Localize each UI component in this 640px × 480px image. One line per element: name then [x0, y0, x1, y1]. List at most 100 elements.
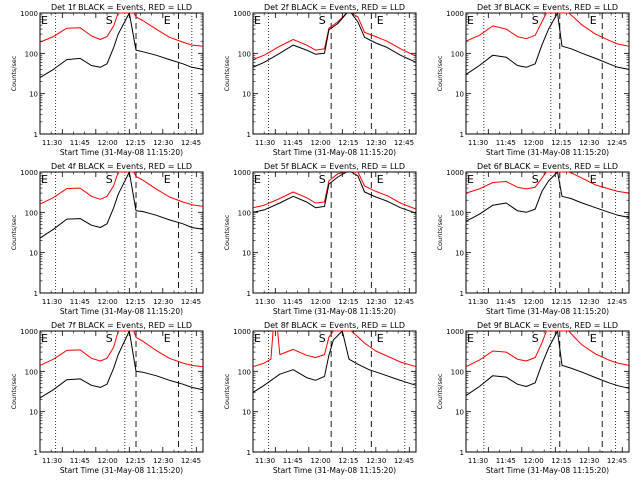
- series-line-red-lld: [465, 171, 630, 194]
- marker-label: E: [377, 173, 384, 186]
- x-tick-label: 12:30: [366, 457, 386, 465]
- x-tick-label: 11:45: [496, 298, 516, 306]
- y-tick-label: 1000: [446, 10, 464, 18]
- series-line-black-events: [465, 12, 630, 75]
- x-tick-label: 11:30: [42, 139, 62, 147]
- x-tick-label: 11:30: [255, 457, 275, 465]
- y-tick-label: 1000: [446, 328, 464, 336]
- x-tick-label: 12:45: [607, 139, 627, 147]
- marker-label: S: [319, 14, 326, 27]
- chart-title: Det 6f BLACK = Events, RED = LLD: [477, 162, 618, 171]
- x-tick-label: 11:45: [70, 457, 90, 465]
- x-tick-label: 12:30: [366, 139, 386, 147]
- marker-label: E: [41, 332, 48, 345]
- y-tick-label: 1: [34, 449, 38, 457]
- series-line-black-events: [39, 330, 204, 399]
- y-tick-label: 1000: [233, 169, 251, 177]
- marker-label: E: [164, 14, 171, 27]
- y-axis-label: Counts/sec: [10, 214, 18, 250]
- marker-label: E: [467, 173, 474, 186]
- marker-label: E: [254, 173, 261, 186]
- marker-label: E: [377, 332, 384, 345]
- x-tick-label: 11:30: [468, 139, 488, 147]
- y-tick-label: 1: [460, 131, 464, 139]
- y-axis-label: Counts/sec: [10, 55, 18, 91]
- y-tick-label: 1000: [20, 10, 38, 18]
- x-tick-label: 12:45: [181, 457, 201, 465]
- y-tick-label: 100: [238, 209, 251, 217]
- x-tick-label: 12:00: [311, 298, 331, 306]
- series-line-black-events: [252, 330, 417, 393]
- x-tick-label: 12:30: [153, 457, 173, 465]
- y-tick-label: 100: [238, 50, 251, 58]
- marker-label: E: [467, 14, 474, 27]
- y-tick-label: 1000: [20, 328, 38, 336]
- marker-label: S: [106, 14, 113, 27]
- x-tick-label: 11:30: [255, 298, 275, 306]
- series-line-red-lld: [252, 330, 417, 368]
- marker-label: S: [106, 332, 113, 345]
- y-tick-label: 1: [460, 449, 464, 457]
- x-tick-label: 12:15: [551, 139, 571, 147]
- marker-label: E: [164, 173, 171, 186]
- x-tick-label: 11:45: [283, 298, 303, 306]
- y-axis-label: Counts/sec: [436, 55, 444, 91]
- chart-title: Det 4f BLACK = Events, RED = LLD: [51, 162, 192, 171]
- x-tick-label: 12:30: [366, 298, 386, 306]
- chart-title: Det 3f BLACK = Events, RED = LLD: [477, 3, 618, 12]
- marker-label: E: [590, 332, 597, 345]
- x-tick-label: 12:45: [394, 457, 414, 465]
- x-axis-label: Start Time (31-May-08 11:15:20): [486, 148, 609, 157]
- x-tick-label: 12:15: [338, 457, 358, 465]
- x-tick-label: 12:15: [125, 457, 145, 465]
- y-tick-label: 100: [25, 50, 38, 58]
- series-line-black-events: [465, 330, 630, 397]
- y-tick-label: 1: [34, 290, 38, 298]
- chart-title: Det 7f BLACK = Events, RED = LLD: [51, 321, 192, 330]
- x-tick-label: 11:30: [42, 298, 62, 306]
- x-tick-label: 12:00: [524, 457, 544, 465]
- x-tick-label: 11:45: [283, 139, 303, 147]
- chart-title: Det 1f BLACK = Events, RED = LLD: [51, 3, 192, 12]
- x-tick-label: 12:00: [524, 139, 544, 147]
- x-tick-label: 12:15: [338, 139, 358, 147]
- x-tick-label: 12:00: [98, 457, 118, 465]
- y-tick-label: 100: [451, 368, 464, 376]
- marker-label: E: [41, 173, 48, 186]
- y-tick-label: 1: [460, 290, 464, 298]
- y-tick-label: 10: [242, 409, 251, 417]
- marker-label: S: [532, 14, 539, 27]
- y-tick-label: 10: [455, 409, 464, 417]
- marker-label: S: [106, 173, 113, 186]
- x-tick-label: 12:45: [607, 457, 627, 465]
- x-tick-label: 12:45: [607, 298, 627, 306]
- y-tick-label: 10: [29, 250, 38, 258]
- marker-label: E: [590, 173, 597, 186]
- x-tick-label: 12:15: [551, 298, 571, 306]
- y-axis-label: Counts/sec: [436, 214, 444, 250]
- marker-label: E: [377, 14, 384, 27]
- y-tick-label: 10: [29, 91, 38, 99]
- y-tick-label: 1: [247, 131, 251, 139]
- x-tick-label: 12:00: [98, 139, 118, 147]
- x-tick-label: 12:30: [153, 139, 173, 147]
- x-tick-label: 12:15: [125, 298, 145, 306]
- x-tick-label: 11:45: [496, 139, 516, 147]
- y-tick-label: 1: [247, 449, 251, 457]
- marker-label: E: [41, 14, 48, 27]
- x-tick-label: 12:45: [181, 298, 201, 306]
- y-tick-label: 1: [247, 290, 251, 298]
- series-line-red-lld: [252, 12, 417, 61]
- x-tick-label: 12:00: [311, 139, 331, 147]
- x-tick-label: 11:30: [468, 457, 488, 465]
- x-axis-label: Start Time (31-May-08 11:15:20): [60, 307, 183, 316]
- x-tick-label: 12:00: [98, 298, 118, 306]
- series-line-black-events: [465, 171, 630, 222]
